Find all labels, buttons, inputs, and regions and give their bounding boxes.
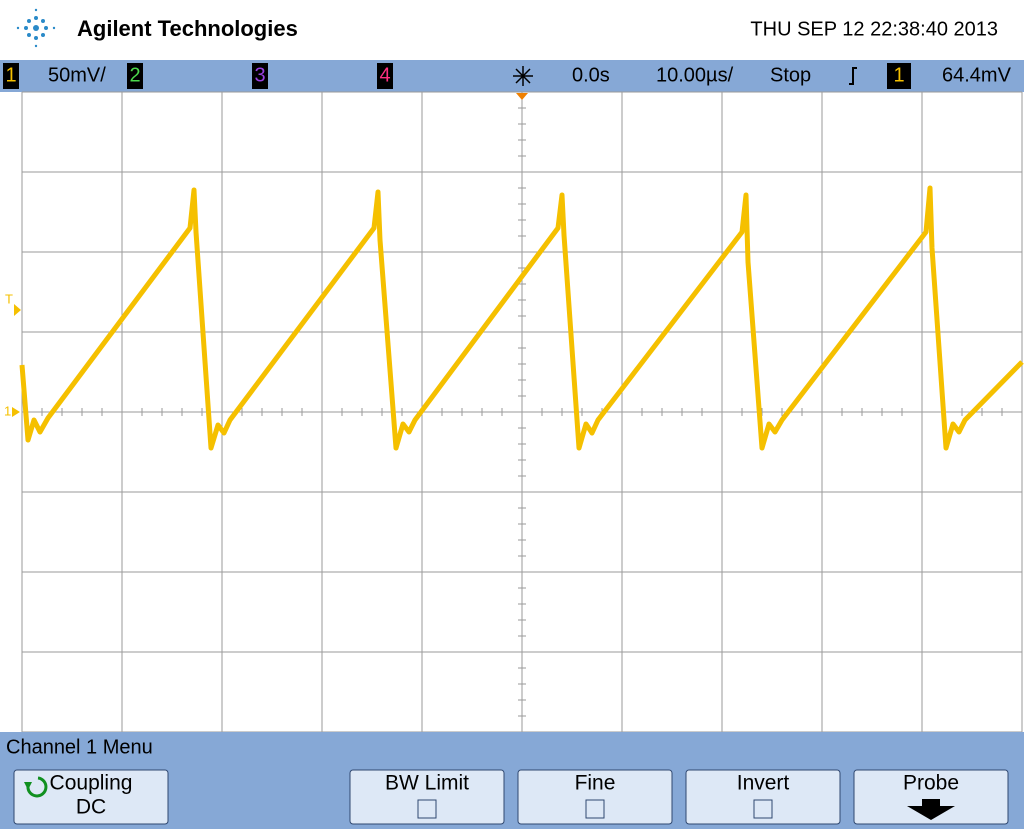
delay-marker — [516, 93, 528, 100]
probe-arrow — [907, 799, 955, 820]
softkey-value: DC — [76, 796, 106, 819]
menu-bar — [0, 732, 1024, 829]
brand: Agilent Technologies — [77, 16, 298, 41]
checkbox[interactable] — [753, 799, 773, 819]
cycle-icon — [26, 776, 48, 798]
trigger-slope — [849, 67, 857, 85]
ch4-label: 4 — [379, 64, 390, 86]
time-delay: 0.0s — [572, 64, 610, 86]
time-scale: 10.00µs/ — [656, 64, 734, 86]
ch1-scale: 50mV/ — [48, 64, 106, 86]
softkey[interactable] — [685, 769, 841, 825]
waveform-trace — [19, 185, 1024, 451]
delay-icon — [513, 66, 533, 86]
softkey[interactable] — [853, 769, 1009, 825]
trigger-source: 1 — [893, 64, 904, 86]
ch2-box — [127, 63, 143, 89]
checkbox[interactable] — [417, 799, 437, 819]
checkbox[interactable] — [585, 799, 605, 819]
run-state: Stop — [770, 64, 811, 86]
status-bar — [0, 60, 1024, 92]
datetime: THU SEP 12 22:38:40 2013 — [750, 18, 998, 40]
softkey-label: Coupling — [50, 772, 133, 795]
ch4-box — [377, 63, 393, 89]
softkey[interactable] — [349, 769, 505, 825]
trig-src-box — [887, 63, 911, 89]
softkey-label: BW Limit — [385, 772, 469, 795]
ground-arrow — [12, 407, 20, 417]
ground-marker: 1 — [4, 403, 11, 418]
softkey[interactable] — [13, 769, 169, 825]
ch1-box — [3, 63, 19, 89]
trigger-arrow — [14, 304, 21, 316]
ch1-label: 1 — [5, 64, 16, 86]
menu-title: Channel 1 Menu — [6, 736, 153, 758]
ch3-box — [252, 63, 268, 89]
ch2-label: 2 — [129, 64, 140, 86]
ch3-label: 3 — [254, 64, 265, 86]
trigger-level: 64.4mV — [942, 64, 1012, 86]
cycle-arrow — [24, 782, 32, 790]
softkey-label: Probe — [903, 772, 959, 795]
softkey[interactable] — [517, 769, 673, 825]
logo — [16, 8, 56, 48]
softkey-label: Invert — [737, 772, 790, 795]
softkey-label: Fine — [575, 772, 616, 795]
trigger-marker: T — [5, 291, 13, 306]
header — [0, 0, 1024, 60]
